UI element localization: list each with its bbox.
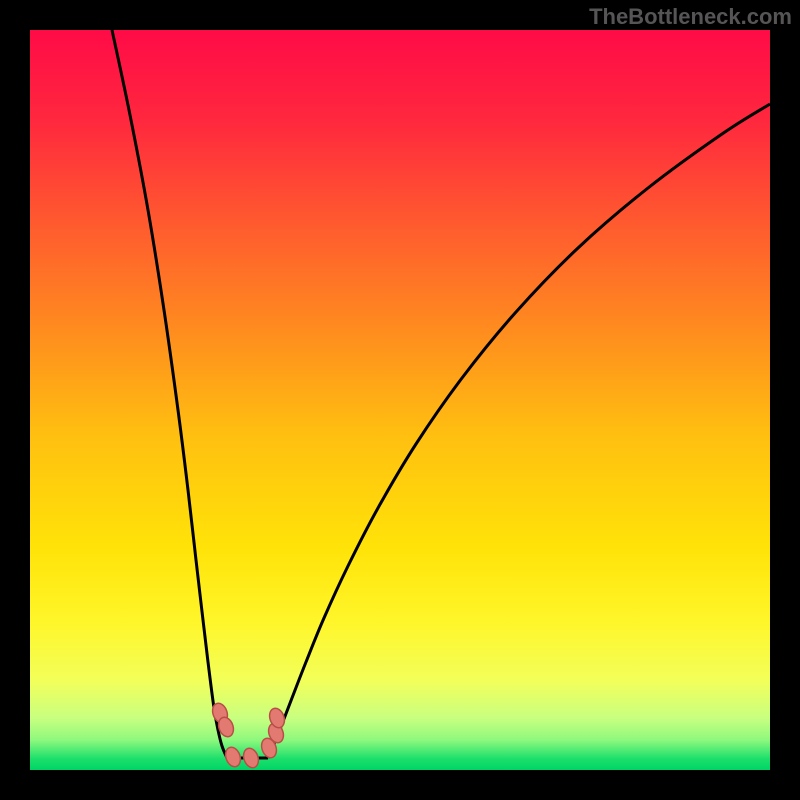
- watermark-text: TheBottleneck.com: [589, 4, 792, 30]
- plot-area: [30, 30, 770, 770]
- plot-gradient-background: [30, 30, 770, 770]
- bottleneck-chart: [0, 0, 800, 800]
- chart-frame: TheBottleneck.com: [0, 0, 800, 800]
